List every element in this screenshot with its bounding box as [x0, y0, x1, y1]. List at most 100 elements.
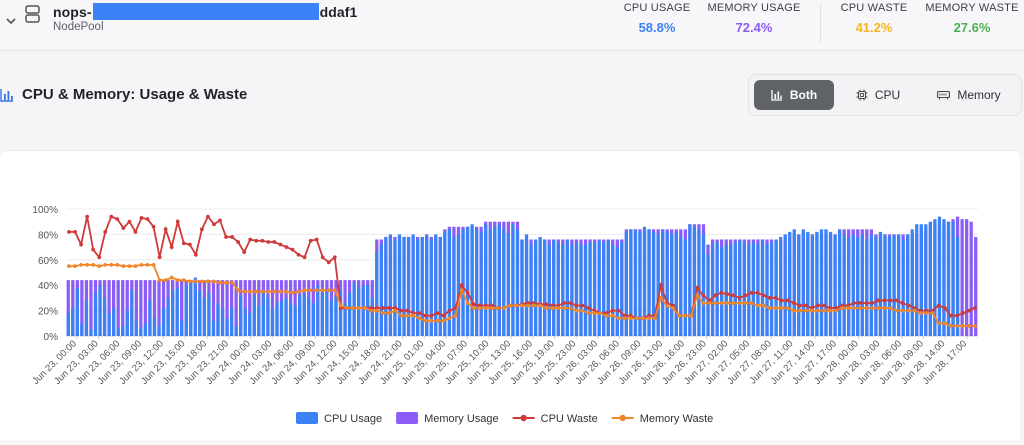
cpu-usage-bar — [234, 325, 238, 336]
memory-waste-point — [683, 313, 687, 318]
cpu-waste-point — [737, 296, 742, 300]
cpu-usage-bar — [579, 244, 583, 336]
memory-waste-point — [508, 303, 512, 308]
cpu-waste-point — [308, 238, 313, 243]
cpu-waste-point — [973, 306, 977, 310]
cpu-usage-bar — [406, 236, 411, 336]
cpu-usage-bar — [924, 224, 928, 336]
cpu-usage-bar — [425, 234, 429, 336]
cpu-waste-point — [417, 311, 422, 316]
cpu-usage-bar — [588, 242, 592, 336]
cpu-waste-point — [695, 285, 700, 290]
cpu-usage-bar — [647, 229, 651, 336]
memory-waste-point — [121, 264, 126, 269]
cpu-waste-point — [85, 214, 90, 219]
memory-waste-point — [381, 311, 385, 316]
cpu-usage-bar — [529, 244, 533, 336]
cpu-usage-bar — [797, 234, 801, 336]
memory-waste-point — [441, 318, 446, 323]
cpu-usage-bar — [878, 231, 883, 336]
toggle-both-button[interactable]: Both — [754, 80, 834, 110]
memory-waste-point — [604, 313, 609, 318]
memory-usage-bar — [116, 280, 120, 336]
cpu-waste-point — [725, 292, 730, 296]
cpu-usage-bar — [370, 297, 374, 336]
memory-waste-point — [755, 303, 760, 308]
memory-waste-point — [954, 323, 959, 328]
cpu-usage-bar — [815, 231, 819, 336]
memory-waste-point — [864, 306, 869, 310]
memory-waste-point — [67, 264, 71, 269]
cpu-waste-point — [586, 306, 591, 310]
memory-waste-point — [169, 275, 174, 280]
cpu-waste-point — [260, 238, 265, 243]
cpu-usage-bar — [397, 234, 402, 336]
cpu-usage-bar — [180, 320, 184, 336]
toggle-memory-button[interactable]: Memory — [921, 80, 1017, 110]
cpu-waste-point — [284, 245, 289, 249]
cpu-usage-bar — [869, 234, 874, 336]
memory-waste-point — [906, 308, 911, 313]
memory-waste-point — [652, 316, 657, 321]
cpu-waste-point — [272, 240, 277, 244]
memory-waste-point — [465, 301, 470, 305]
cpu-usage-bar — [166, 297, 170, 336]
memory-waste-point — [689, 313, 694, 318]
memory-waste-point — [961, 323, 965, 328]
cpu-waste-point — [954, 313, 959, 318]
memory-waste-point — [538, 303, 543, 308]
memory-waste-point — [773, 306, 778, 310]
cpu-usage-bar — [906, 234, 910, 336]
cpu-usage-bar — [543, 239, 547, 336]
memory-waste-point — [145, 262, 150, 267]
cpu-usage-bar — [143, 323, 148, 336]
cpu-usage-bar — [302, 292, 306, 336]
cpu-waste-point — [79, 242, 83, 247]
memory-waste-point — [320, 288, 325, 293]
cpu-usage-bar — [102, 297, 107, 336]
toggle-cpu-button[interactable]: CPU — [841, 80, 915, 110]
chart-bars — [66, 216, 978, 336]
cpu-waste-point — [574, 303, 579, 308]
cpu-usage-bar — [66, 313, 70, 336]
memory-usage-bar — [225, 280, 229, 336]
cpu-waste-point — [906, 303, 911, 308]
cpu-usage-bar — [379, 244, 383, 336]
memory-waste-point — [435, 318, 440, 323]
cpu-waste-point — [816, 303, 820, 308]
memory-waste-point — [314, 288, 319, 293]
memory-waste-point — [483, 306, 488, 310]
cpu-waste-point — [447, 308, 452, 313]
cpu-usage-bar — [429, 239, 433, 336]
cpu-waste-point — [224, 235, 228, 239]
memory-waste-point — [967, 323, 971, 328]
cpu-usage-bar — [633, 229, 638, 336]
memory-waste-point — [719, 301, 724, 305]
cpu-usage-bar — [443, 231, 447, 336]
cpu-usage-bar — [229, 308, 234, 336]
view-toggle: Both CPU Memory — [748, 74, 1022, 116]
cpu-usage-bar — [538, 236, 542, 336]
cpu-usage-bar — [384, 236, 388, 336]
cpu-usage-bar — [84, 300, 89, 336]
memory-waste-point — [163, 278, 168, 283]
memory-waste-point — [375, 308, 379, 313]
stack-icon — [25, 5, 40, 23]
memory-waste-point — [501, 306, 506, 310]
memory-usage-bar — [107, 280, 111, 336]
cpu-waste-point — [97, 255, 102, 260]
chevron-down-icon[interactable] — [4, 14, 18, 28]
memory-waste-point — [103, 262, 108, 267]
cpu-usage-bar — [189, 280, 193, 336]
cpu-usage-bar — [134, 320, 138, 336]
cpu-usage-bar — [515, 229, 520, 336]
cpu-usage-bar — [139, 328, 143, 336]
memory-waste-point — [816, 308, 820, 313]
memory-waste-point — [810, 308, 814, 313]
memory-waste-point — [628, 316, 633, 321]
cpu-usage-bar — [266, 297, 270, 336]
metric-memory-waste: MEMORY WASTE 27.6% — [922, 2, 1022, 35]
cpu-usage-bar — [933, 219, 937, 336]
cpu-usage-bar — [592, 242, 597, 336]
cpu-waste-point — [435, 311, 440, 316]
